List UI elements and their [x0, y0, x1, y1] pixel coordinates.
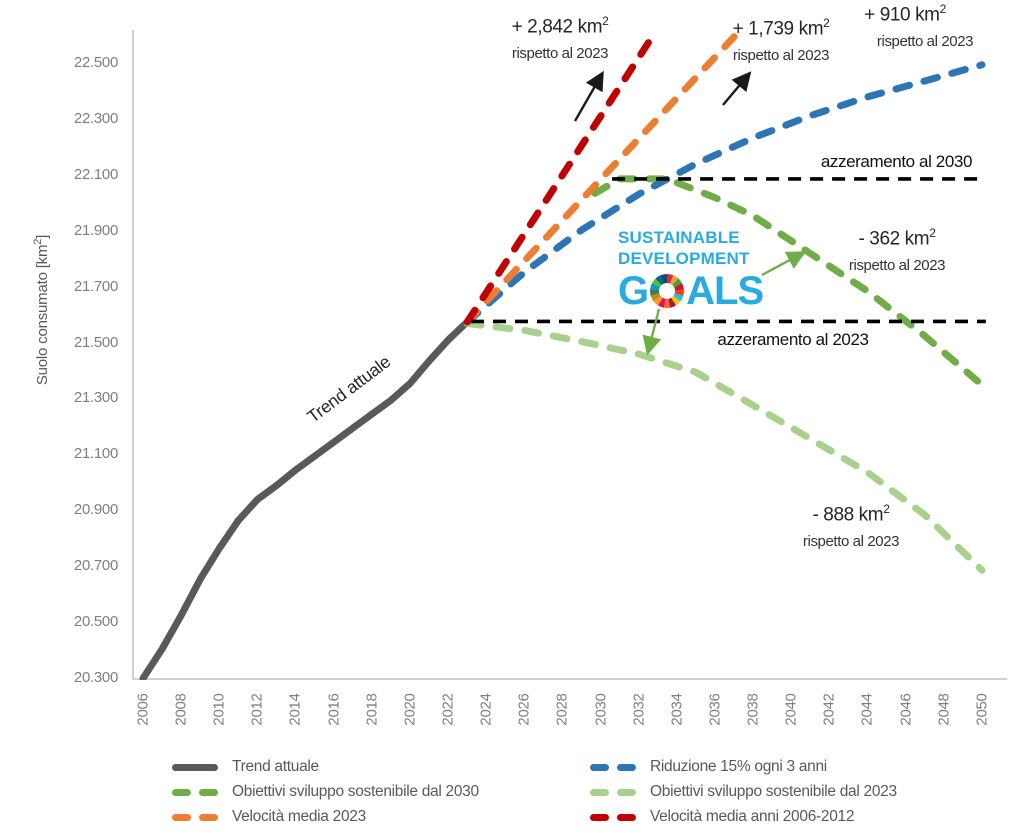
legend-label: Trend attuale — [232, 758, 319, 775]
y-tick-20.900: 20.900 — [73, 501, 118, 519]
legend-marker-dashed-icon — [590, 813, 636, 821]
arrow-to-orange-line — [722, 71, 752, 106]
annotation-value: + 2,842 km2 — [511, 14, 609, 38]
sdg-logo-goals: G ALS — [618, 269, 764, 313]
series-line-vel2023 — [463, 33, 738, 326]
legend-item-riduzione15: Riduzione 15% ogni 3 anni — [590, 756, 827, 778]
y-tick-22.300: 22.300 — [73, 109, 118, 127]
legend-marker-dashed-icon — [590, 763, 636, 771]
annotation-value: - 362 km2 — [858, 226, 936, 250]
axis-lines — [132, 30, 1007, 680]
annotation-minus888: - 888 km2 rispetto al 2023 — [802, 502, 900, 551]
y-tick-20.300: 20.300 — [73, 669, 118, 686]
sdg-logo: SUSTAINABLE DEVELOPMENT G ALS — [618, 228, 764, 313]
reference-lines — [471, 177, 986, 324]
series-line-vel20062012 — [463, 30, 658, 326]
legend-marker-dashed-icon — [172, 788, 218, 796]
legend-label: Obiettivi sviluppo sostenibile dal 2030 — [232, 783, 479, 800]
series-line-trend — [139, 318, 471, 680]
refline-label-azzeramento-2023: azzeramento al 2023 — [717, 330, 869, 349]
legend-item-vel2023: Velocità media 2023 — [172, 806, 366, 828]
legend-label: Velocità media anni 2006-2012 — [650, 808, 855, 825]
y-tick-22.100: 22.100 — [73, 165, 118, 183]
arrow-to-red-line — [573, 70, 604, 122]
arrow-to-light-green-line — [642, 308, 662, 356]
series-line-riduzione15 — [463, 61, 986, 326]
sdg-wheel-icon — [650, 274, 685, 308]
y-tick-20.500: 20.500 — [73, 613, 118, 631]
annotation-plus1739: + 1,739 km2 rispetto al 2023 — [733, 16, 830, 64]
annotation-value: - 888 km2 — [812, 502, 890, 526]
annotation-subtext: rispetto al 2023 — [511, 45, 609, 63]
y-tick-22.500: 22.500 — [73, 54, 118, 71]
y-tick-20.700: 20.700 — [73, 557, 118, 575]
x-tick-2050: 2050 — [973, 692, 991, 726]
annotation-subtext: rispetto al 2023 — [848, 257, 946, 275]
legend-label: Velocità media 2023 — [232, 808, 366, 825]
series-lines — [139, 30, 986, 680]
legend-label: Obiettivi sviluppo sostenibile dal 2023 — [650, 783, 897, 800]
legend-marker-dashed-icon — [172, 813, 218, 821]
annotation-plus910: + 910 km2 rispetto al 2023 — [837, 2, 973, 50]
y-tick-21.700: 21.700 — [73, 277, 118, 295]
y-tick-21.300: 21.300 — [73, 389, 118, 407]
y-tick-21.500: 21.500 — [73, 333, 118, 351]
annotation-plus2842: + 2,842 km2 rispetto al 2023 — [512, 14, 609, 62]
legend-marker-dashed-icon — [590, 788, 636, 796]
legend-label: Riduzione 15% ogni 3 anni — [650, 758, 827, 775]
sdg-logo-line2: DEVELOPMENT — [618, 249, 750, 268]
annotation-value: + 1,739 km2 — [732, 16, 830, 40]
legend-item-sdg2030: Obiettivi sviluppo sostenibile dal 2030 — [172, 781, 479, 803]
y-axis-title: Suolo consumato [km2] — [32, 234, 51, 386]
annotation-subtext: rispetto al 2023 — [802, 533, 900, 551]
arrow-to-dark-green-line — [761, 251, 807, 277]
annotation-minus362: - 362 km2 rispetto al 2023 — [848, 226, 946, 275]
annotation-subtext: rispetto al 2023 — [876, 33, 974, 51]
legend-item-vel20062012: Velocità media anni 2006-2012 — [590, 806, 854, 828]
legend: Trend attuale Obiettivi sviluppo sostenib… — [0, 752, 1030, 832]
annotation-arrows — [573, 70, 807, 356]
legend-item-sdg2023: Obiettivi sviluppo sostenibile dal 2023 — [590, 781, 897, 803]
series-line-sdg2023 — [463, 319, 986, 574]
y-tick-21.900: 21.900 — [73, 221, 118, 239]
legend-marker-solid-icon — [172, 763, 218, 771]
sdg-logo-line1: SUSTAINABLE — [618, 228, 740, 247]
y-tick-21.100: 21.100 — [73, 445, 118, 463]
refline-label-azzeramento-2030: azzeramento al 2030 — [820, 152, 973, 171]
legend-item-trend: Trend attuale — [172, 756, 319, 778]
annotation-subtext: rispetto al 2023 — [732, 47, 830, 65]
annotation-value: + 910 km2 — [864, 2, 946, 26]
